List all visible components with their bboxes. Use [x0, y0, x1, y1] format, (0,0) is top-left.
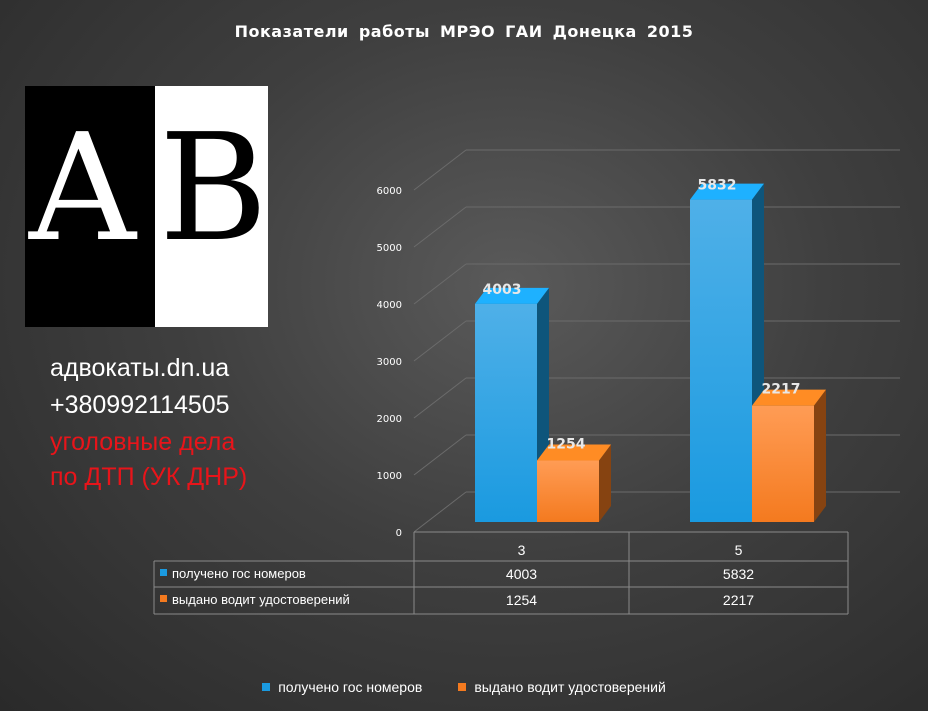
- gridline-diag: [413, 149, 467, 191]
- legend-swatch-2: [458, 683, 467, 691]
- bar-series1-cat5-front: [690, 199, 752, 523]
- data-label: 2217: [762, 382, 801, 398]
- bar-series1-cat3-front: [475, 303, 537, 522]
- table-cell-value: 2217: [723, 592, 754, 608]
- data-label: 5832: [698, 178, 737, 194]
- gridline-diag: [413, 263, 467, 305]
- promo-text-1: уголовные дела: [50, 428, 236, 456]
- chart-title: Показатели работы МРЭО ГАИ Донецка 2015: [234, 22, 694, 41]
- logo-right-panel: B: [155, 86, 268, 327]
- bar-series2-cat3-front: [537, 460, 599, 522]
- table-cell-value: 5832: [723, 566, 754, 582]
- legend-label-2: выдано водит удостоверений: [474, 679, 666, 695]
- data-label: 1254: [547, 437, 586, 453]
- table-cell-value: 1254: [506, 592, 537, 608]
- legend-item-series-1: получено гос номеров: [262, 679, 422, 695]
- bar-series2-cat5-front: [752, 405, 814, 522]
- x-category-label: 5: [735, 542, 743, 558]
- bar-series1-cat5-top: [690, 183, 764, 200]
- y-tick-label: 4000: [377, 300, 402, 311]
- x-category-label: 3: [518, 542, 526, 558]
- table-series-name: выдано водит удостоверений: [172, 592, 350, 607]
- data-label: 4003: [483, 282, 522, 298]
- phone-text: +380992114505: [50, 391, 230, 419]
- promo-text-2: по ДТП (УК ДНР): [50, 463, 248, 491]
- table-series-swatch: [160, 595, 167, 602]
- y-tick-label: 2000: [377, 414, 402, 425]
- bar-series1-cat3-top: [475, 287, 549, 304]
- logo-letter-b: B: [159, 102, 268, 274]
- bar-series2-cat3-side: [599, 444, 611, 522]
- bar-series2-cat5-top: [752, 389, 826, 406]
- table-series-name: получено гос номеров: [172, 566, 306, 581]
- y-tick-label: 5000: [377, 243, 402, 254]
- legend-item-series-2: выдано водит удостоверений: [458, 679, 666, 695]
- table-series-swatch: [160, 569, 167, 576]
- logo-left-panel: A: [25, 86, 155, 327]
- legend-label-1: получено гос номеров: [278, 679, 423, 695]
- y-tick-label: 1000: [377, 471, 402, 482]
- table-cell-value: 4003: [506, 566, 537, 582]
- website-text: адвокаты.dn.ua: [50, 354, 230, 382]
- logo: A B: [25, 86, 268, 327]
- gridline-diag: [413, 377, 467, 419]
- logo-letter-a: A: [29, 102, 136, 274]
- legend-swatch-1: [262, 683, 271, 691]
- y-tick-label: 0: [396, 528, 402, 539]
- gridline-diag: [413, 320, 467, 362]
- gridline-diag: [413, 491, 467, 533]
- bar-series2-cat3-top: [537, 444, 611, 461]
- gridline-diag: [413, 206, 467, 248]
- gridline-diag: [413, 434, 467, 476]
- y-tick-label: 6000: [377, 186, 402, 197]
- y-tick-label: 3000: [377, 357, 402, 368]
- legend: получено гос номеров выдано водит удосто…: [0, 679, 928, 695]
- bar-series2-cat5-side: [814, 389, 826, 522]
